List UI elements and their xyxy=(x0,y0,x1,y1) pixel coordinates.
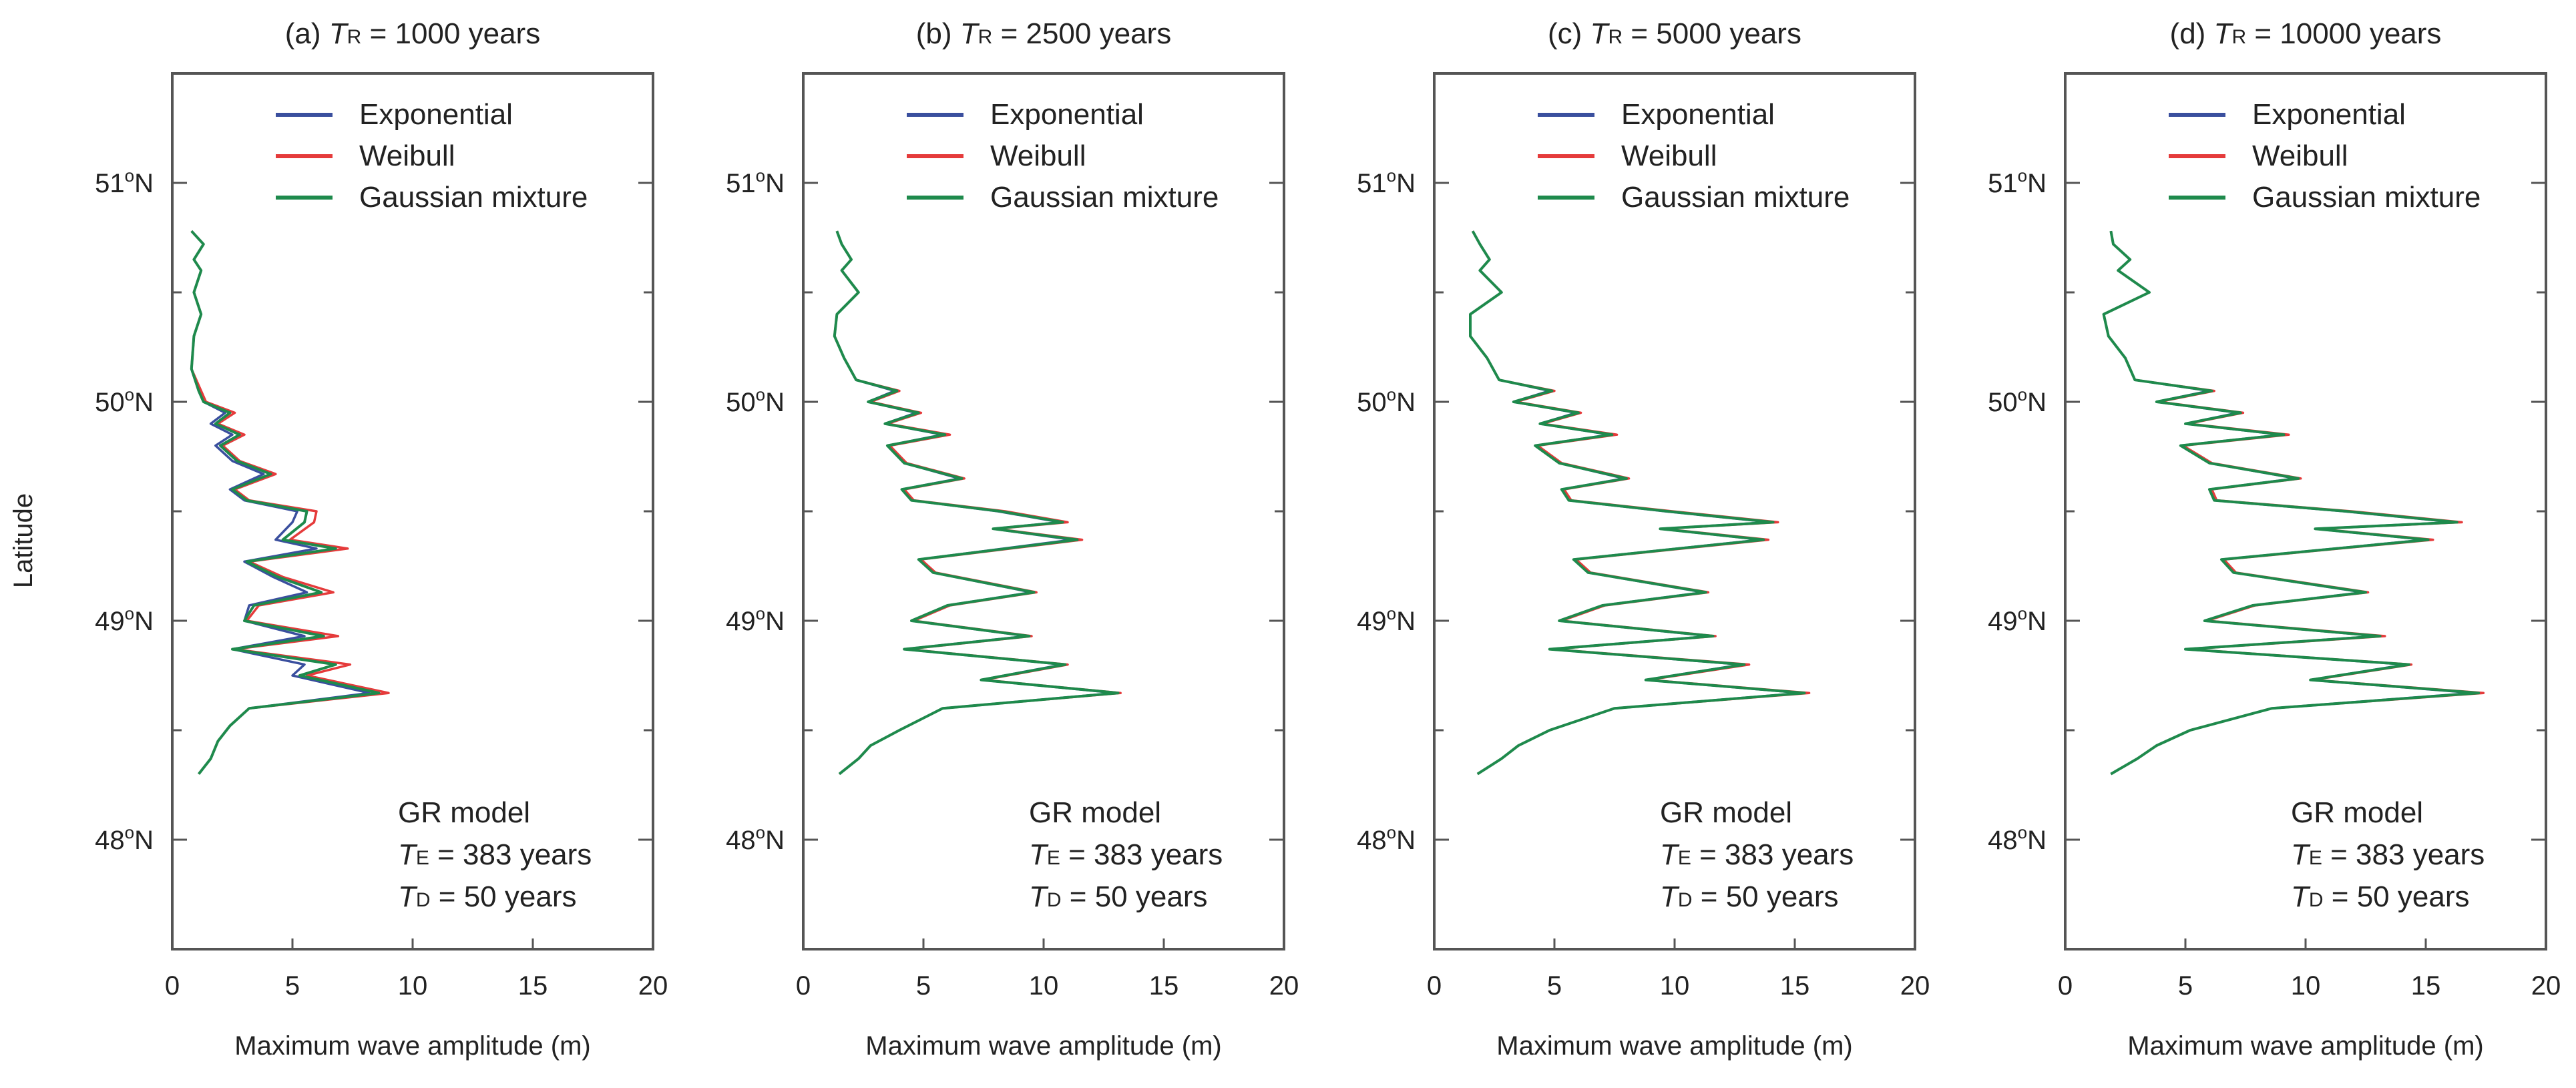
y-tick-label: 51oN xyxy=(1988,166,2047,198)
series-line-weibull xyxy=(190,230,390,775)
annotation-te: TE = 383 years xyxy=(2291,838,2485,871)
panel-label: (d) xyxy=(2170,17,2214,50)
annotation-te: TE = 383 years xyxy=(1660,838,1854,871)
y-tick-label: 48oN xyxy=(95,822,154,855)
legend-entry: Gaussian mixture xyxy=(359,181,588,214)
series-line-exponential xyxy=(1469,230,1803,776)
x-tick-label: 5 xyxy=(285,971,300,1001)
x-tick-label: 0 xyxy=(796,971,811,1001)
series-line-gaussian-mixture xyxy=(833,230,1120,776)
x-tick-label: 15 xyxy=(2411,971,2441,1001)
series-line-gaussian-mixture xyxy=(1469,230,1806,776)
y-tick-label: 50oN xyxy=(1357,384,1416,417)
annotation-td: TD = 50 years xyxy=(398,880,576,913)
x-axis-label: Maximum wave amplitude (m) xyxy=(234,1031,590,1061)
x-tick-label: 5 xyxy=(916,971,931,1001)
x-tick-label: 0 xyxy=(1427,971,1442,1001)
x-tick-label: 20 xyxy=(1269,971,1299,1001)
x-axis-label: Maximum wave amplitude (m) xyxy=(1496,1031,1852,1061)
legend-entry: Exponential xyxy=(1621,98,1775,131)
panel-title: (d) TR = 10000 years xyxy=(2170,17,2442,50)
annotation-model: GR model xyxy=(1660,796,1792,829)
y-tick-label: 49oN xyxy=(1988,603,2047,636)
series-line-weibull xyxy=(1469,230,1811,776)
x-tick-label: 20 xyxy=(638,971,668,1001)
x-tick-label: 15 xyxy=(1780,971,1810,1001)
y-tick-label: 50oN xyxy=(95,384,154,417)
chart-panel-3: (c) TR = 5000 years 0 5 10 15 20 48oN 49oN 50oN 5… xyxy=(1357,17,1930,1061)
panel-title: (c) TR = 5000 years xyxy=(1548,17,1801,50)
y-tick-label: 51oN xyxy=(1357,166,1416,198)
y-tick-label: 50oN xyxy=(726,384,785,417)
series-line-exponential xyxy=(190,230,371,775)
x-tick-label: 0 xyxy=(2058,971,2073,1001)
panel-title: (a) TR = 1000 years xyxy=(285,17,540,50)
series-line-exponential xyxy=(2102,230,2475,776)
x-tick-label: 5 xyxy=(1547,971,1562,1001)
y-tick-label: 48oN xyxy=(1988,822,2047,855)
series-line-weibull xyxy=(2102,230,2485,776)
x-tick-label: 15 xyxy=(1149,971,1179,1001)
y-tick-label: 49oN xyxy=(95,603,154,636)
legend-entry: Weibull xyxy=(990,140,1086,172)
panel-label: (c) xyxy=(1548,17,1590,50)
panel-title: (b) TR = 2500 years xyxy=(916,17,1171,50)
x-tick-label: 15 xyxy=(518,971,548,1001)
x-tick-label: 10 xyxy=(398,971,428,1001)
chart-panel-2: (b) TR = 2500 years 0 5 10 15 20 48oN 49oN 50oN 5… xyxy=(726,17,1299,1061)
legend-entry: Exponential xyxy=(2252,98,2406,131)
annotation-model: GR model xyxy=(398,796,530,829)
x-axis-label: Maximum wave amplitude (m) xyxy=(2127,1031,2483,1061)
annotation-te: TE = 383 years xyxy=(398,838,592,871)
panel-label: (a) xyxy=(285,17,329,50)
chart-panel-4: (d) TR = 10000 years 0 5 10 15 20 48oN 49oN 50oN… xyxy=(1988,17,2561,1061)
legend-entry: Gaussian mixture xyxy=(1621,181,1850,214)
annotation-model: GR model xyxy=(1029,796,1161,829)
series-line-gaussian-mixture xyxy=(2102,230,2481,776)
x-tick-label: 10 xyxy=(1660,971,1690,1001)
legend-entry: Exponential xyxy=(359,98,513,131)
panel-label: (b) xyxy=(916,17,960,50)
legend-entry: Gaussian mixture xyxy=(2252,181,2481,214)
x-tick-label: 20 xyxy=(1900,971,1930,1001)
y-tick-label: 49oN xyxy=(1357,603,1416,636)
x-axis-label: Maximum wave amplitude (m) xyxy=(865,1031,1221,1061)
x-tick-label: 0 xyxy=(165,971,180,1001)
x-tick-label: 20 xyxy=(2531,971,2561,1001)
y-tick-label: 49oN xyxy=(726,603,785,636)
x-tick-label: 10 xyxy=(1029,971,1059,1001)
legend-entry: Exponential xyxy=(990,98,1144,131)
y-axis-label: Latitude xyxy=(9,493,38,588)
legend-entry: Weibull xyxy=(2252,140,2348,172)
chart-panel-1: (a) TR = 1000 years 0 5 10 15 20 48oN 49oN 50oN 5… xyxy=(95,17,668,1061)
annotation-td: TD = 50 years xyxy=(1660,880,1838,913)
annotation-td: TD = 50 years xyxy=(2291,880,2469,913)
series-line-exponential xyxy=(833,230,1117,775)
y-tick-label: 50oN xyxy=(1988,384,2047,417)
annotation-model: GR model xyxy=(2291,796,2423,829)
legend-entry: Gaussian mixture xyxy=(990,181,1219,214)
y-tick-label: 51oN xyxy=(95,166,154,198)
y-tick-label: 48oN xyxy=(1357,822,1416,855)
annotation-td: TD = 50 years xyxy=(1029,880,1207,913)
legend-entry: Weibull xyxy=(1621,140,1717,172)
series-line-weibull xyxy=(833,230,1122,775)
y-tick-label: 51oN xyxy=(726,166,785,198)
y-tick-label: 48oN xyxy=(726,822,785,855)
legend-entry: Weibull xyxy=(359,140,455,172)
annotation-te: TE = 383 years xyxy=(1029,838,1223,871)
series-line-gaussian-mixture xyxy=(190,230,381,775)
x-tick-label: 10 xyxy=(2291,971,2321,1001)
x-tick-label: 5 xyxy=(2178,971,2193,1001)
